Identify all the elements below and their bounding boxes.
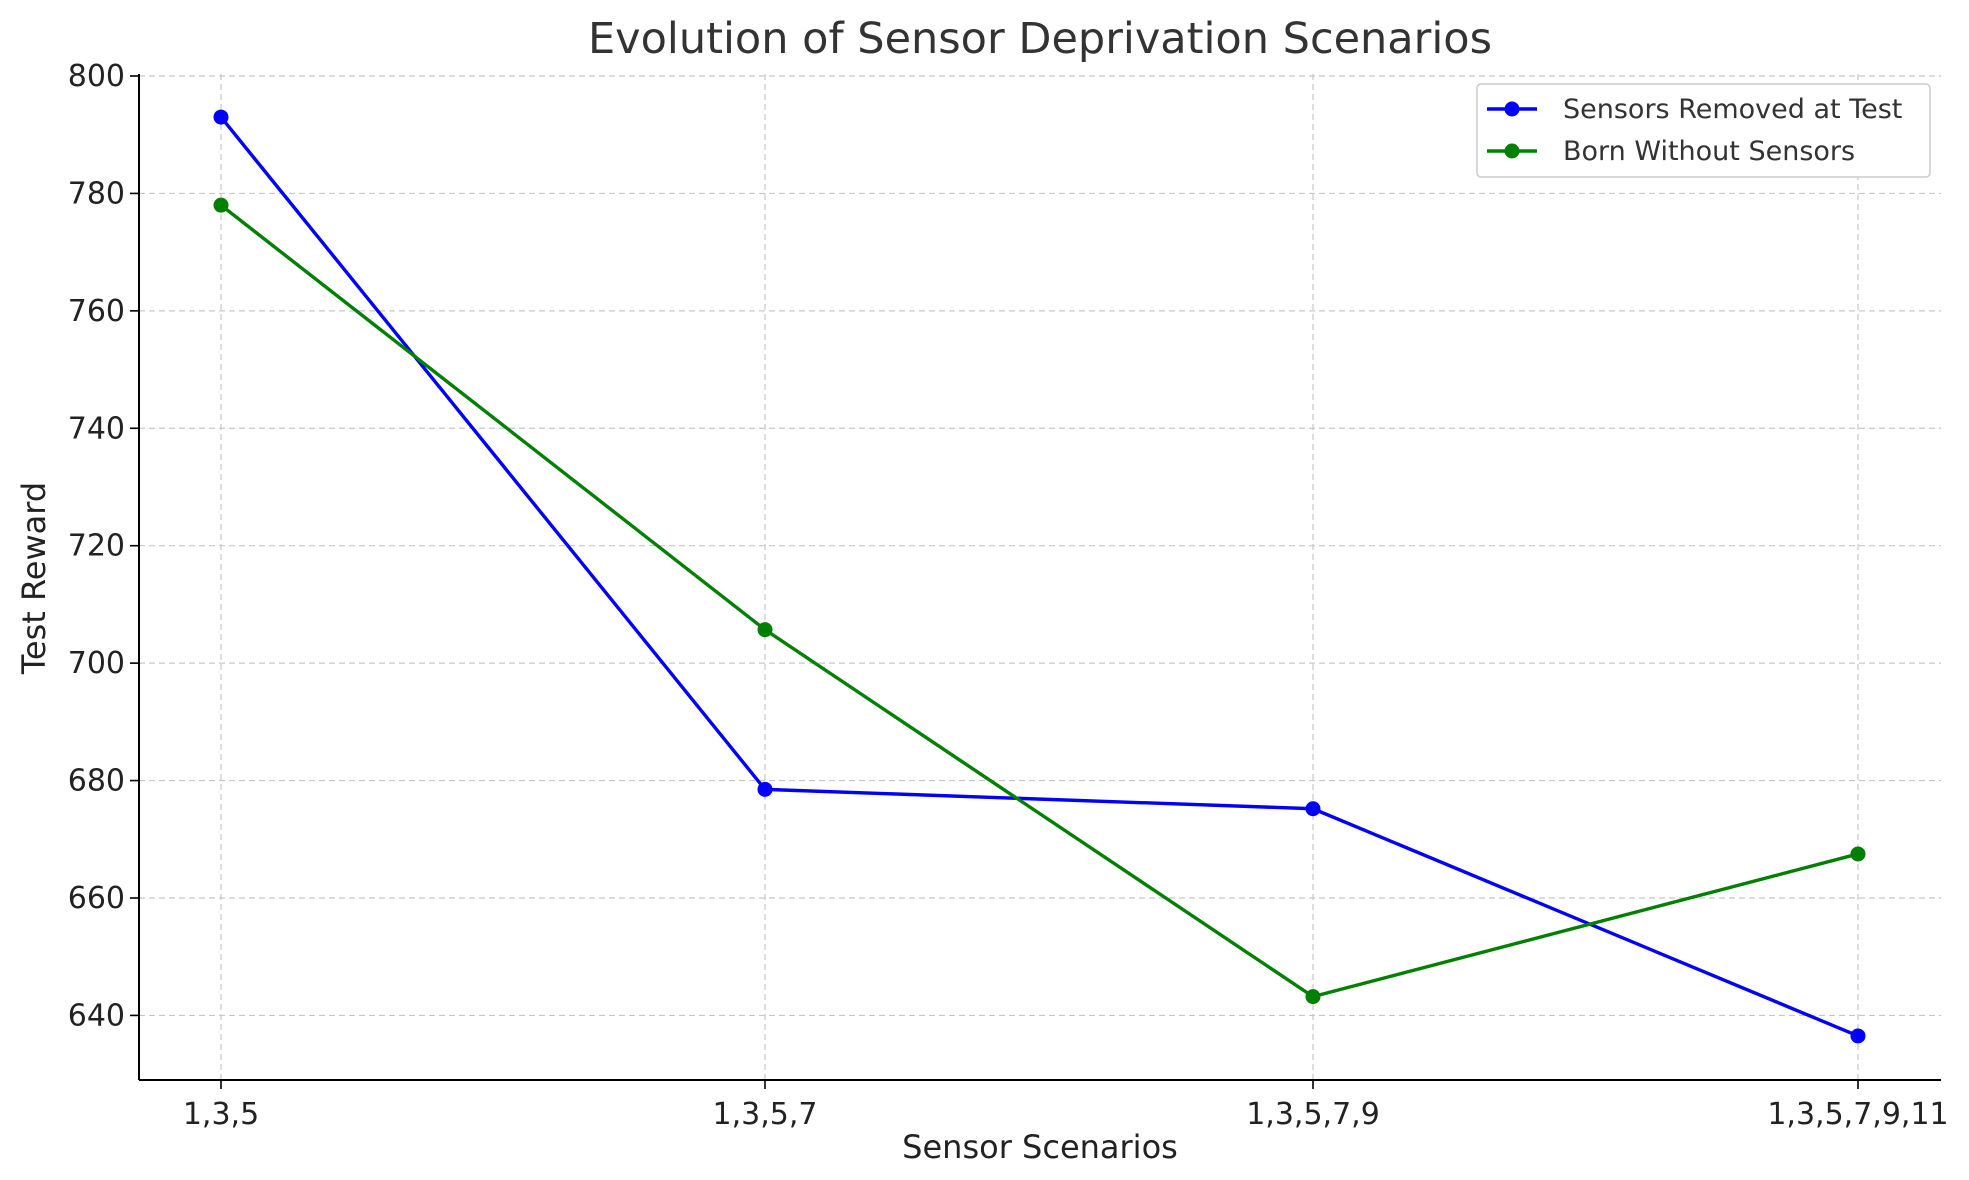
series — [213, 109, 1866, 1044]
data-point — [757, 622, 773, 638]
data-point — [1850, 1028, 1866, 1044]
data-point — [213, 109, 229, 125]
series-1 — [213, 109, 1866, 1044]
data-point — [1305, 801, 1321, 817]
legend-box — [1476, 83, 1931, 178]
chart-title: Evolution of Sensor Deprivation Scenario… — [588, 14, 1492, 64]
data-point — [1305, 989, 1321, 1005]
legend-items: Sensors Removed at Test Born Without Sens… — [1487, 94, 1902, 167]
y-tick-label: 640 — [68, 998, 125, 1033]
legend-marker — [1504, 143, 1520, 159]
legend-item: Sensors Removed at Test — [1487, 94, 1902, 125]
y-tick-label: 740 — [68, 411, 125, 446]
y-tick-label: 760 — [68, 294, 125, 329]
series-2 — [213, 197, 1866, 1005]
data-point — [213, 197, 229, 213]
x-tick-label: 1,3,5 — [183, 1097, 259, 1132]
legend: Sensors Removed at Test Born Without Sens… — [1476, 83, 1931, 178]
y-tick-label: 720 — [68, 529, 125, 564]
y-axis-title: Test Reward — [15, 482, 53, 675]
x-tick-label: 1,3,5,7,9 — [1246, 1097, 1380, 1132]
series-line — [219, 116, 1859, 1038]
grid — [139, 74, 1941, 1080]
x-tick-label: 1,3,5,7 — [713, 1097, 818, 1132]
y-tick-label: 780 — [68, 176, 125, 211]
data-point — [757, 781, 773, 797]
y-ticks: 640 660 680 700 720 740 760 780 800 — [68, 59, 139, 1033]
y-tick-label: 680 — [68, 764, 125, 799]
legend-marker — [1504, 101, 1520, 117]
axes — [138, 74, 1941, 1081]
series-line — [219, 203, 1859, 999]
y-tick-label: 660 — [68, 881, 125, 916]
x-axis-title: Sensor Scenarios — [902, 1128, 1178, 1166]
x-tick-label: 1,3,5,7,9,11 — [1767, 1097, 1948, 1132]
y-tick-label: 700 — [68, 646, 125, 681]
legend-item: Born Without Sensors — [1487, 136, 1855, 167]
data-point — [1850, 846, 1866, 862]
y-tick-label: 800 — [68, 59, 125, 94]
x-ticks: 1,3,5 1,3,5,7 1,3,5,7,9 1,3,5,7,9,11 — [183, 1080, 1949, 1132]
legend-label: Sensors Removed at Test — [1563, 94, 1902, 125]
legend-label: Born Without Sensors — [1563, 136, 1855, 167]
